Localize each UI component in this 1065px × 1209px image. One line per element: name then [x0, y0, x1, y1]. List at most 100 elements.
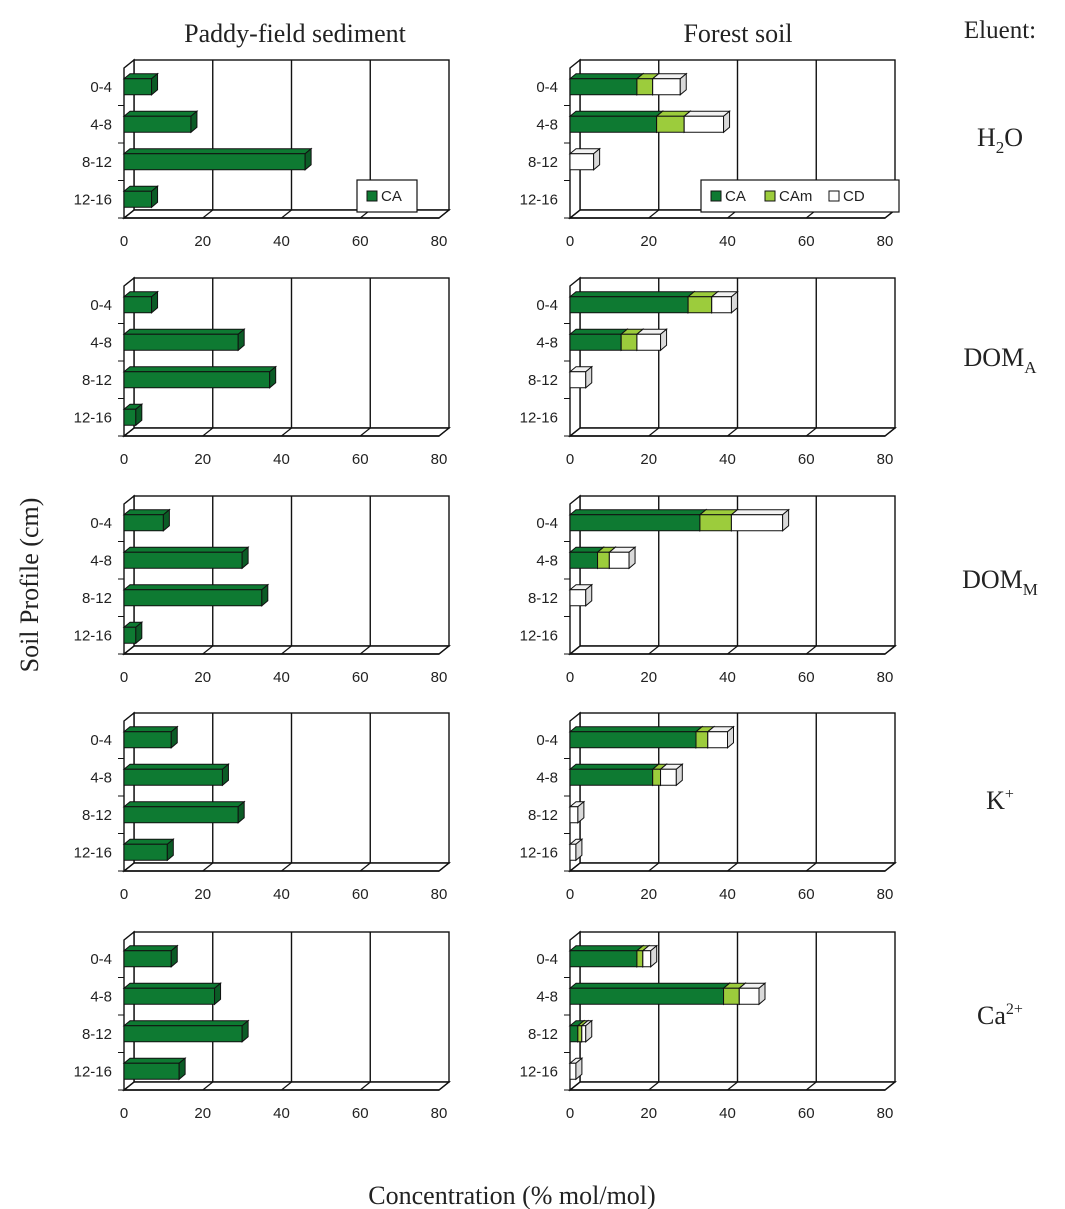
bar-ca-0-4 — [122, 290, 159, 314]
bar-front-face — [123, 1025, 243, 1043]
floor-grid-segment — [805, 645, 817, 655]
bar-end-face — [221, 763, 229, 787]
bar-front-face — [636, 950, 644, 968]
x-tick-label: 80 — [431, 1105, 448, 1122]
bar-end-face — [151, 72, 159, 96]
bar-front-face — [723, 987, 740, 1005]
floor-grid-segment — [438, 862, 450, 872]
bar-ca-8-12 — [122, 147, 313, 171]
x-tick-label: 40 — [719, 1105, 736, 1122]
y-tick-label: 0-4 — [90, 732, 112, 749]
bar-cd-4-8 — [737, 982, 767, 1006]
floor-grid-segment — [359, 645, 371, 655]
x-tick-label: 80 — [431, 886, 448, 903]
legend-box — [700, 179, 900, 213]
bar-ca-4-8 — [122, 982, 222, 1006]
eluent-title: Eluent: — [964, 17, 1036, 44]
floor-grid-segment — [648, 427, 660, 437]
bar-cd-8-12 — [568, 583, 594, 607]
x-tick-label: 80 — [431, 451, 448, 468]
bar-ca-4-8 — [568, 763, 661, 787]
bar-front-face — [652, 768, 662, 786]
bar-front-face — [652, 78, 681, 96]
x-tick-label: 60 — [352, 1105, 369, 1122]
x-tick-label: 40 — [273, 886, 290, 903]
bar-end-face — [575, 838, 583, 862]
bar-front-face — [569, 371, 587, 389]
bar-top-face — [122, 509, 171, 516]
bar-end-face — [577, 800, 585, 824]
x-tick-label: 80 — [877, 886, 894, 903]
eluent-label-domm: DOMM — [962, 565, 1038, 599]
x-tick-label: 40 — [719, 451, 736, 468]
bar-cd-4-8 — [682, 110, 731, 134]
bar-top-face — [122, 328, 246, 335]
eluent-label-tail: O — [1004, 123, 1023, 152]
bar-end-face — [660, 328, 668, 352]
panel-paddy-ca2: 0 20 40 60 80 0-4 4-8 8-12 12-16 — [74, 930, 451, 1122]
bar-top-face — [568, 945, 645, 952]
bar-end-face — [237, 800, 245, 824]
eluent-label-doma: DOMA — [964, 343, 1038, 377]
bar-front-face — [569, 843, 577, 861]
x-tick-label: 60 — [352, 886, 369, 903]
bar-ca-4-8 — [122, 546, 250, 570]
bar-end-face — [304, 147, 312, 171]
bar-top-face — [122, 1020, 250, 1027]
bar-ca-12-16 — [122, 838, 175, 862]
x-tick-label: 0 — [120, 451, 128, 468]
bar-front-face — [620, 333, 638, 351]
y-tick-label: 4-8 — [536, 116, 558, 133]
floor-grid-segment — [727, 862, 738, 872]
bar-front-face — [608, 551, 630, 569]
x-tick-label: 80 — [877, 669, 894, 686]
x-tick-label: 20 — [194, 451, 211, 468]
x-tick-label: 0 — [120, 233, 128, 250]
bar-cd-8-12 — [568, 147, 602, 171]
bar-end-face — [237, 328, 245, 352]
bar-ca-0-4 — [122, 508, 171, 532]
floor-grid-segment — [202, 1081, 214, 1091]
bar-end-face — [675, 763, 683, 787]
y-tick-label: 8-12 — [82, 1026, 112, 1043]
bar-cd-12-16 — [568, 1057, 584, 1081]
eluent-label-subscript: 2 — [996, 138, 1005, 157]
bar-cd-4-8 — [635, 328, 668, 352]
y-tick-label: 4-8 — [90, 334, 112, 351]
bar-ca-4-8 — [122, 328, 246, 352]
bar-front-face — [642, 950, 652, 968]
y-tick-label: 8-12 — [82, 372, 112, 389]
bar-front-face — [123, 843, 168, 861]
bar-ca-0-4 — [122, 944, 179, 968]
bar-front-face — [123, 115, 192, 133]
x-tick-label: 0 — [120, 669, 128, 686]
x-tick-label: 80 — [431, 669, 448, 686]
y-tick-label: 4-8 — [536, 769, 558, 786]
bar-top-face — [122, 801, 246, 808]
bar-cd-8-12 — [568, 800, 586, 824]
bar-front-face — [569, 1025, 579, 1043]
floor-grid-segment — [281, 427, 292, 437]
floor-grid-segment — [569, 645, 581, 655]
legend-label-cam: CAm — [779, 188, 812, 205]
y-tick-label: 0-4 — [90, 515, 112, 532]
x-tick-label: 0 — [566, 886, 574, 903]
bar-top-face — [568, 110, 665, 117]
floor-grid-segment — [648, 209, 660, 219]
bar-cd-4-8 — [607, 546, 637, 570]
floor-grid-segment — [123, 1081, 135, 1091]
bar-front-face — [569, 78, 638, 96]
floor-grid-segment — [202, 862, 214, 872]
bar-end-face — [782, 508, 790, 532]
bar-front-face — [597, 551, 610, 569]
floor-grid-segment — [359, 427, 371, 437]
bar-top-face — [730, 509, 791, 516]
y-tick-label: 8-12 — [82, 154, 112, 171]
bar-front-face — [569, 333, 622, 351]
y-tick-label: 8-12 — [82, 807, 112, 824]
x-tick-label: 60 — [798, 451, 815, 468]
floor-grid-segment — [884, 1081, 896, 1091]
y-tick-label: 0-4 — [536, 951, 558, 968]
bar-end-face — [178, 1057, 186, 1081]
